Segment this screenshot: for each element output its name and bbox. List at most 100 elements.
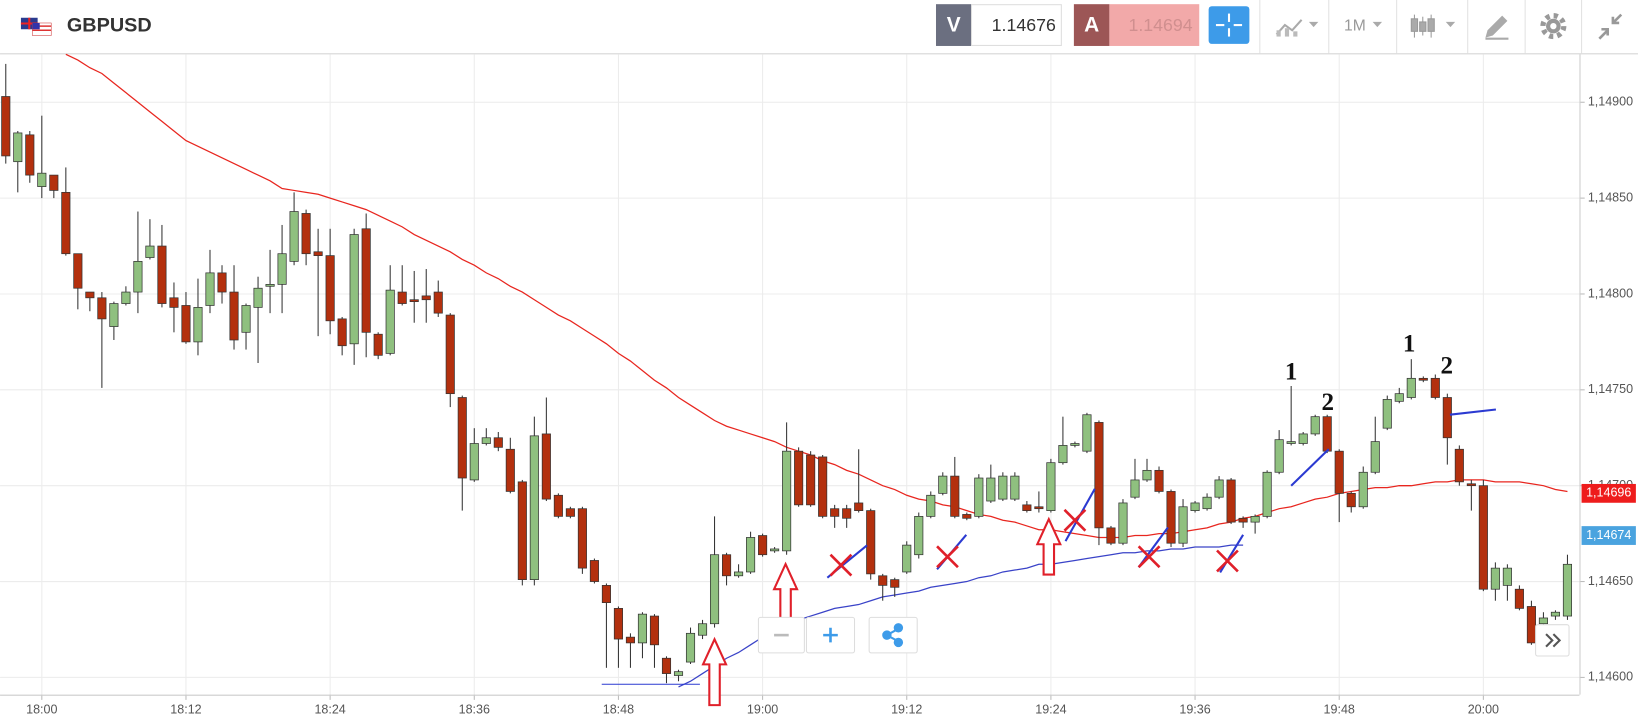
candle-body bbox=[998, 475, 1008, 500]
candle-body bbox=[1274, 439, 1284, 473]
ask-price: 1.14694 bbox=[1128, 15, 1192, 35]
draw-tool-button[interactable] bbox=[1485, 15, 1509, 40]
candle-body bbox=[770, 548, 780, 552]
bid-button[interactable] bbox=[935, 4, 972, 46]
x-tick-label: 18:48 bbox=[603, 703, 634, 717]
candle-body bbox=[145, 245, 155, 258]
candle-body bbox=[229, 291, 239, 341]
candle-body bbox=[1454, 448, 1464, 483]
candle-body bbox=[974, 477, 984, 517]
candle-body bbox=[601, 585, 611, 604]
x-tick-label: 19:00 bbox=[747, 703, 778, 717]
candle-body bbox=[673, 671, 684, 676]
candle-body bbox=[830, 508, 840, 517]
ask-label: A bbox=[1084, 14, 1099, 37]
candle-body bbox=[1346, 492, 1356, 508]
candle-body bbox=[1, 96, 11, 157]
candle-body bbox=[277, 253, 287, 285]
candle-body bbox=[181, 305, 191, 343]
price-label: 1,14696 bbox=[1586, 486, 1631, 500]
candle-body bbox=[433, 291, 443, 314]
candle-body bbox=[842, 508, 852, 519]
annotation: 1 bbox=[1403, 331, 1416, 358]
x-tick-label: 18:00 bbox=[26, 703, 57, 717]
candle-body bbox=[253, 287, 263, 308]
ask-button[interactable] bbox=[1073, 4, 1110, 46]
candle-body bbox=[1250, 515, 1260, 523]
candle-body bbox=[421, 295, 431, 301]
candle-body bbox=[589, 560, 599, 582]
timeframe: 1M bbox=[1344, 17, 1366, 34]
candle-body bbox=[697, 623, 708, 636]
candle-body bbox=[241, 305, 251, 333]
candle-body bbox=[1130, 479, 1140, 498]
price-label: 1,14674 bbox=[1586, 528, 1631, 542]
candle-body bbox=[1382, 399, 1392, 429]
candle-body bbox=[289, 211, 299, 262]
candle-body bbox=[1334, 450, 1344, 494]
candle-body bbox=[902, 544, 912, 573]
moving-average-line bbox=[65, 53, 1568, 539]
candle-body bbox=[217, 272, 227, 293]
candle-body bbox=[313, 251, 323, 256]
chart-type-button[interactable] bbox=[1275, 19, 1319, 37]
candle-body bbox=[493, 437, 503, 448]
x-tick-label: 20:00 bbox=[1468, 703, 1499, 717]
bid-label: V bbox=[947, 14, 961, 37]
toolbar-separators bbox=[1259, 0, 1583, 54]
annotation: 2 bbox=[1321, 389, 1334, 416]
candle-body bbox=[1070, 443, 1080, 446]
candle-body bbox=[685, 632, 696, 663]
bid-price: 1.14676 bbox=[992, 15, 1056, 35]
candle-body bbox=[85, 291, 95, 299]
candle-body bbox=[97, 297, 107, 320]
share-icon bbox=[882, 623, 904, 648]
candle-body bbox=[133, 261, 143, 293]
candle-body bbox=[1238, 517, 1248, 523]
settings-button[interactable] bbox=[1540, 13, 1567, 40]
candle-body bbox=[854, 502, 864, 511]
candle-body bbox=[265, 284, 275, 287]
chevron-icon bbox=[1545, 633, 1562, 648]
y-tick-label: 1,14750 bbox=[1588, 382, 1633, 396]
candle-body bbox=[325, 255, 335, 322]
candle-body bbox=[1514, 588, 1524, 609]
x-tick-label: 19:36 bbox=[1179, 703, 1210, 717]
candle-body bbox=[1298, 433, 1308, 444]
candle-style-button[interactable] bbox=[1410, 14, 1456, 38]
candle-body bbox=[205, 272, 215, 306]
candle-body bbox=[1358, 471, 1368, 508]
candle-body bbox=[1478, 485, 1488, 590]
candle-body bbox=[794, 450, 804, 506]
candle-body bbox=[637, 613, 648, 644]
candle-body bbox=[1526, 606, 1536, 644]
candle-body bbox=[361, 228, 371, 333]
collapse-button[interactable] bbox=[1598, 13, 1623, 40]
candle-body bbox=[950, 475, 960, 517]
candle-body bbox=[1466, 483, 1476, 487]
candle-body bbox=[746, 537, 756, 573]
candle-body bbox=[457, 397, 467, 479]
candle-body bbox=[1154, 469, 1164, 492]
candle-body bbox=[577, 508, 587, 569]
candle-body bbox=[1490, 567, 1500, 590]
candle-body bbox=[505, 448, 515, 492]
candle-body bbox=[169, 297, 179, 308]
candle-body bbox=[1286, 441, 1296, 444]
candle-body bbox=[445, 314, 455, 395]
candle-body bbox=[806, 454, 816, 506]
candle-body bbox=[121, 291, 131, 304]
x-tick-label: 18:36 bbox=[459, 703, 490, 717]
x-tick-label: 19:12 bbox=[891, 703, 922, 717]
candle-body bbox=[409, 299, 419, 303]
candle-body bbox=[157, 245, 167, 304]
candle-body bbox=[878, 575, 888, 586]
candle-body bbox=[469, 443, 479, 481]
crosshair-button[interactable] bbox=[1208, 6, 1250, 44]
candle-body bbox=[1010, 475, 1020, 500]
x-tick-label: 18:12 bbox=[170, 703, 201, 717]
price-label-box bbox=[1581, 483, 1636, 503]
candle-body bbox=[397, 291, 407, 304]
timeframe-button[interactable]: 1M bbox=[1344, 17, 1383, 34]
share-button[interactable] bbox=[868, 616, 918, 654]
